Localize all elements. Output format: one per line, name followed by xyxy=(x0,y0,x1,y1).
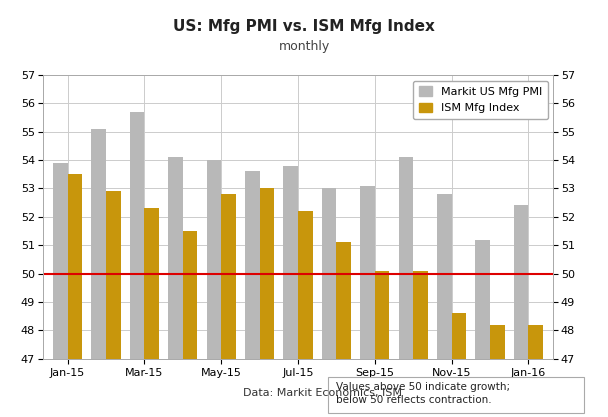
Bar xyxy=(260,188,274,359)
Bar xyxy=(106,191,120,359)
Bar xyxy=(490,324,505,359)
Text: Data: Markit Economics, ISM: Data: Markit Economics, ISM xyxy=(243,388,402,398)
Bar xyxy=(298,211,313,359)
Bar xyxy=(283,166,298,359)
Text: Values above 50 indicate growth;
below 50 reflects contraction.: Values above 50 indicate growth; below 5… xyxy=(336,382,510,405)
Bar xyxy=(183,231,198,359)
Bar xyxy=(437,194,452,359)
Text: GROUP: GROUP xyxy=(25,399,45,404)
Text: TradingFloor·com: TradingFloor·com xyxy=(67,392,176,402)
Bar xyxy=(67,174,82,359)
Bar xyxy=(413,271,427,359)
Bar xyxy=(375,271,389,359)
Bar xyxy=(514,206,528,359)
Bar xyxy=(398,157,413,359)
Bar xyxy=(91,129,106,359)
Bar xyxy=(452,313,466,359)
Text: monthly: monthly xyxy=(278,40,330,53)
Bar xyxy=(360,186,375,359)
Text: SAXO: SAXO xyxy=(23,386,47,395)
Bar xyxy=(528,324,543,359)
Bar xyxy=(53,163,67,359)
Bar xyxy=(322,188,336,359)
Bar xyxy=(336,242,351,359)
Text: US: Mfg PMI vs. ISM Mfg Index: US: Mfg PMI vs. ISM Mfg Index xyxy=(173,19,435,34)
Bar xyxy=(475,239,490,359)
Legend: Markit US Mfg PMI, ISM Mfg Index: Markit US Mfg PMI, ISM Mfg Index xyxy=(413,80,548,119)
Bar xyxy=(144,208,159,359)
Bar xyxy=(130,112,144,359)
Bar xyxy=(245,171,260,359)
Bar xyxy=(221,194,236,359)
Bar xyxy=(168,157,183,359)
Bar xyxy=(207,160,221,359)
